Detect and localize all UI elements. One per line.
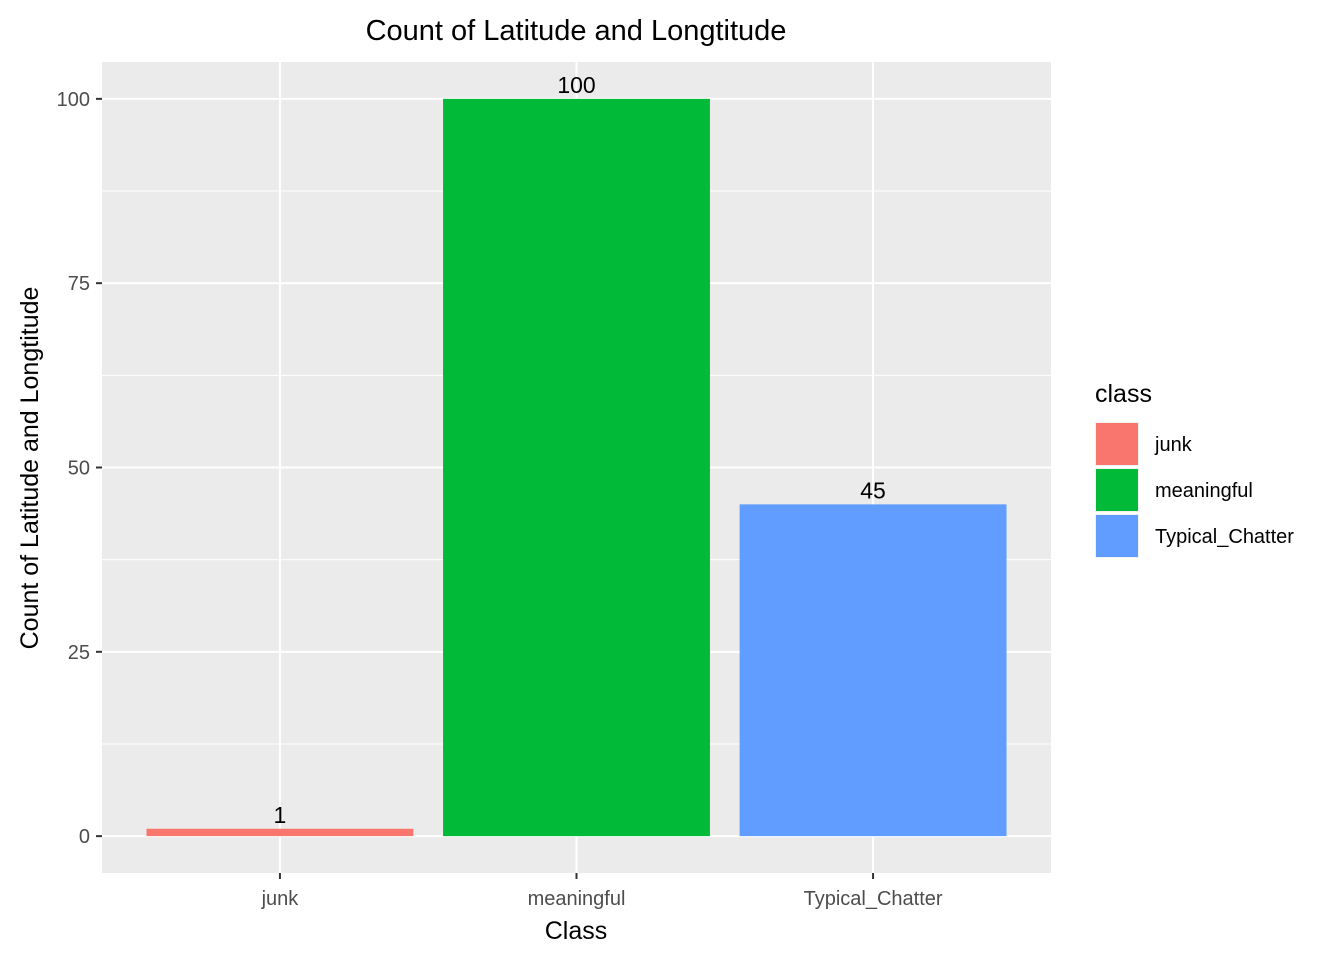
x-axis-title: Class (545, 917, 608, 945)
data-labels: 1 100 45 (274, 72, 886, 828)
x-tick-label: junk (261, 888, 300, 910)
y-tick-label: 50 (68, 458, 90, 480)
bar-typical_chatter (739, 504, 1007, 837)
y-tick-label: 25 (68, 642, 90, 664)
y-tick-label: 75 (68, 273, 90, 295)
bar-meaningful (443, 98, 710, 837)
x-axis: junk meaningful Typical_Chatter (261, 873, 943, 910)
legend-key-swatch (1096, 515, 1138, 557)
chart-title: Count of Latitude and Longtitude (366, 15, 787, 47)
y-axis: 0 25 50 75 100 (57, 89, 102, 848)
y-axis-title: Count of Latitude and Longtitude (16, 287, 44, 650)
bar-junk (146, 828, 414, 837)
legend-label: meaningful (1155, 480, 1253, 502)
data-label: 1 (274, 802, 287, 828)
legend-label: Typical_Chatter (1155, 526, 1294, 548)
y-tick-label: 100 (57, 89, 90, 111)
data-label: 100 (557, 72, 595, 98)
bars (146, 98, 1007, 837)
legend-title: class (1095, 380, 1152, 408)
legend-key-swatch (1096, 469, 1138, 511)
legend: class junk meaningful Typical_Chatter (1095, 380, 1294, 558)
legend-label: junk (1154, 434, 1193, 456)
y-tick-label: 0 (79, 826, 90, 848)
x-tick-label: meaningful (528, 888, 626, 910)
data-label: 45 (860, 477, 886, 503)
legend-key-swatch (1096, 423, 1138, 465)
x-tick-label: Typical_Chatter (804, 888, 943, 910)
